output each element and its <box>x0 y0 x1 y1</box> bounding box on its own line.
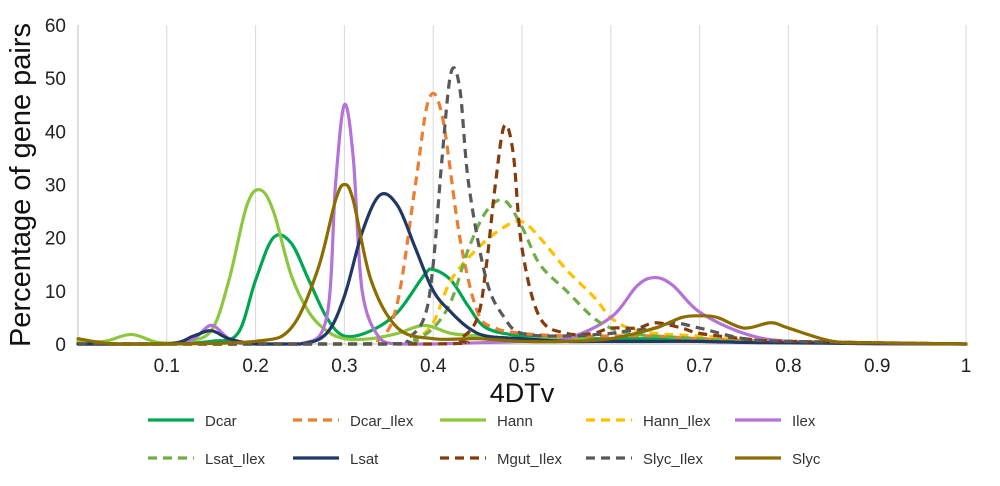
series-lines <box>76 66 968 346</box>
series-line-lsat <box>76 192 968 346</box>
y-tick-label: 40 <box>45 122 66 143</box>
y-axis-title: Percentage of gene pairs <box>5 23 37 347</box>
x-tick-label: 0.4 <box>420 356 447 377</box>
x-tick-label: 0.1 <box>154 356 180 377</box>
legend-label: Slyc_Ilex <box>643 451 704 468</box>
legend-label: Ilex <box>792 413 816 430</box>
legend-label: Dcar <box>205 413 237 430</box>
x-axis-title: 4DTv <box>490 378 555 408</box>
x-tick-label: 0.3 <box>331 356 357 377</box>
gridlines <box>166 25 967 344</box>
y-tick-label: 10 <box>45 282 66 303</box>
series-line-lsat-ilex <box>77 198 967 346</box>
x-tick-label: 0.7 <box>686 356 712 377</box>
x-tick-labels: 0.1 0.2 0.3 0.4 0.5 0.6 0.7 0.8 0.9 1 <box>154 356 972 377</box>
series-line-slyc-ilex <box>77 66 967 346</box>
x-tick-label: 0.8 <box>775 356 801 377</box>
legend-label: Hann_Ilex <box>643 413 711 430</box>
legend-label: Slyc <box>792 451 821 468</box>
legend: Dcar Dcar_Ilex Hann Hann_Ilex Ilex Lsat_Ilex L… <box>148 413 821 468</box>
legend-label: Lsat_Ilex <box>205 451 266 468</box>
y-tick-label: 0 <box>55 335 66 356</box>
legend-label: Lsat <box>350 451 379 468</box>
y-tick-label: 30 <box>45 176 66 197</box>
x-tick-label: 0.5 <box>509 356 535 377</box>
legend-label: Hann <box>497 413 533 430</box>
x-tick-label: 0.9 <box>864 356 890 377</box>
legend-label: Mgut_Ilex <box>497 451 563 468</box>
series-line-mgut-ilex <box>77 123 967 346</box>
y-tick-label: 20 <box>45 229 66 250</box>
y-tick-labels: 0 10 20 30 40 50 60 <box>45 16 66 356</box>
legend-label: Dcar_Ilex <box>350 413 414 430</box>
x-tick-label: 0.2 <box>242 356 268 377</box>
x-tick-label: 1 <box>961 356 972 377</box>
y-tick-label: 60 <box>45 16 66 37</box>
x-tick-label: 0.6 <box>598 356 624 377</box>
series-line-slyc <box>76 182 968 346</box>
y-tick-label: 50 <box>45 69 66 90</box>
